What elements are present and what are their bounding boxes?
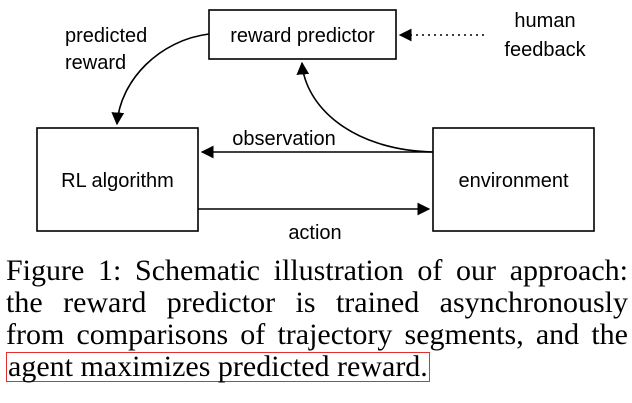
predicted-label: predicted bbox=[65, 25, 147, 47]
environment-label: environment bbox=[458, 170, 569, 192]
rl-algorithm-label: RL algorithm bbox=[61, 170, 174, 192]
action-label: action bbox=[288, 222, 341, 244]
caption-line-4: agent maximizes predicted reward. bbox=[6, 351, 628, 383]
rl-algorithm-box bbox=[36, 127, 199, 232]
reward-predictor-box bbox=[208, 9, 397, 60]
schematic-diagram: reward predictor RL algorithm environmen… bbox=[36, 9, 595, 244]
observation-label: observation bbox=[232, 128, 335, 150]
environment-box bbox=[432, 127, 595, 232]
feedback-label: feedback bbox=[504, 39, 586, 61]
reward-label: reward bbox=[65, 52, 126, 74]
highlighted-phrase: agent maximizes predicted reward. bbox=[6, 350, 430, 383]
caption-line-2: the reward predictor is trained asynchro… bbox=[6, 286, 628, 319]
reward-predictor-label: reward predictor bbox=[230, 25, 375, 47]
predicted-reward-arrow bbox=[111, 33, 210, 126]
human-label: human bbox=[514, 10, 575, 32]
environment-to-predictor-arrow bbox=[296, 61, 434, 153]
figure-caption: Figure 1: Schematic illustration of our … bbox=[6, 255, 628, 383]
caption-line-3: from comparisons of trajectory segments,… bbox=[6, 318, 628, 351]
caption-line-1: Figure 1: Schematic illustration of our … bbox=[6, 254, 628, 287]
